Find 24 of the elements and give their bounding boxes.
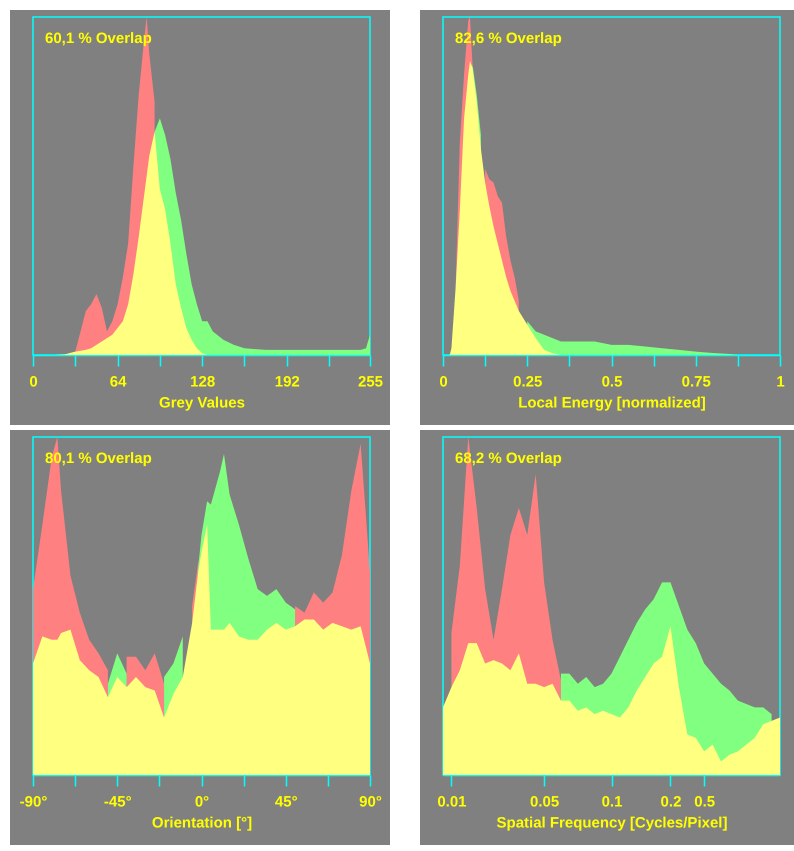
x-axis-title: Local Energy [normalized] [518, 394, 706, 412]
x-tick-label: 0.5 [602, 374, 622, 390]
x-tick-label: 0.5 [694, 794, 716, 810]
x-tick-label: 64 [110, 374, 128, 390]
x-tick-label: 128 [190, 374, 216, 390]
x-tick-label: 0.01 [437, 794, 467, 810]
x-tick-label: -45° [104, 794, 132, 810]
x-tick-label: 192 [274, 374, 300, 390]
x-tick-label: 0.1 [602, 794, 622, 810]
x-axis-title: Spatial Frequency [Cycles/Pixel] [496, 814, 728, 832]
x-tick-label: 0 [439, 374, 448, 390]
x-tick-label: 0 [29, 374, 38, 390]
x-tick-label: 45° [274, 794, 298, 810]
x-tick-label: 255 [358, 374, 384, 390]
x-tick-label: 0.05 [530, 794, 560, 810]
x-tick-label: 0.75 [682, 374, 711, 390]
x-tick-label: 1 [776, 374, 785, 390]
x-tick-label: 0.25 [513, 374, 542, 390]
x-tick-label: -90° [20, 794, 48, 810]
x-tick-label: 0.2 [660, 794, 682, 810]
x-axis-title: Orientation [°] [152, 814, 252, 832]
x-tick-label: 0° [194, 794, 210, 810]
x-axis-title: Grey Values [159, 394, 245, 412]
x-tick-label: 90° [359, 794, 382, 810]
